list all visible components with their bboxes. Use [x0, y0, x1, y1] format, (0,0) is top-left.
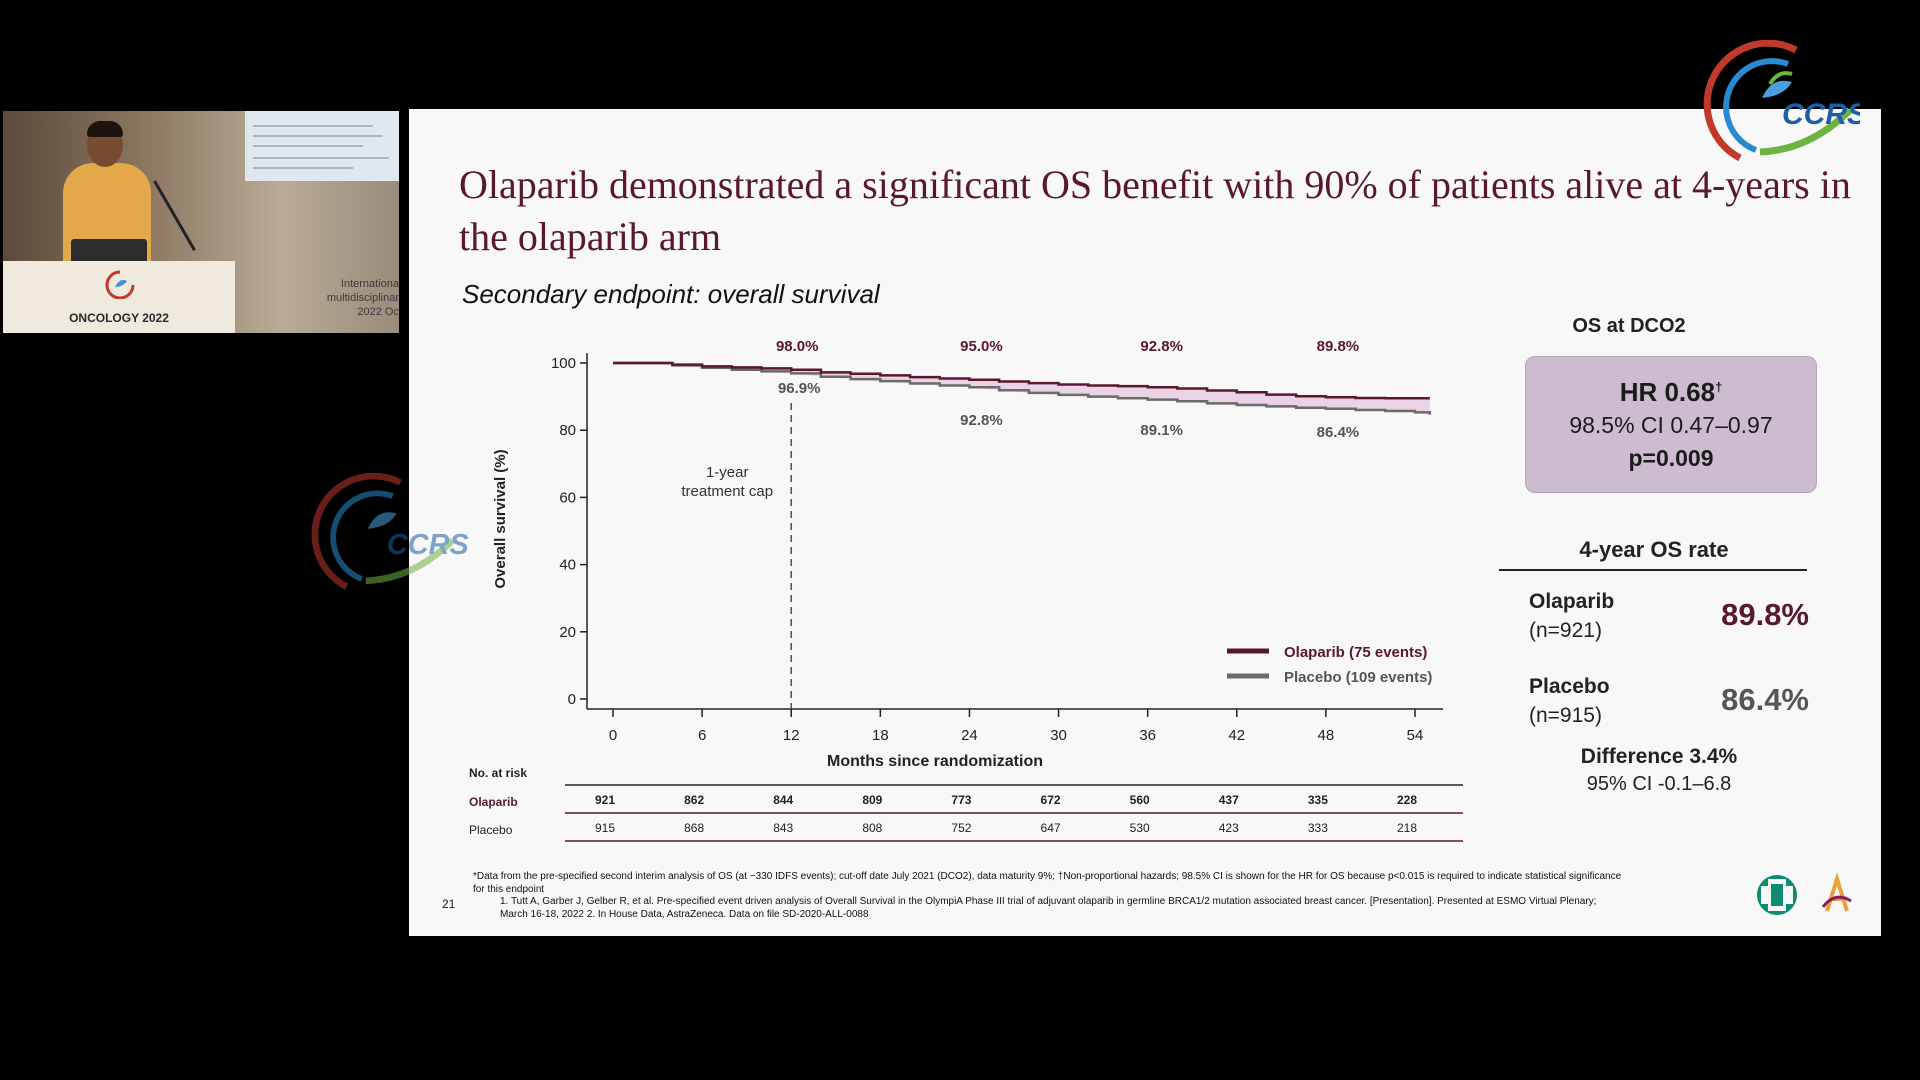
- difference-value: Difference 3.4%: [1580, 745, 1738, 768]
- page-number: 21: [442, 897, 456, 911]
- os-header: OS at DCO2: [1572, 315, 1686, 337]
- legend-olaparib-label: Olaparib (75 events): [1284, 644, 1427, 661]
- olaparib-curve: [613, 361, 1430, 400]
- risk-table-values: 921 862 844 809 773 672 560 437 335 228 915 868 843 8…: [595, 793, 1417, 835]
- risk-table-title: No. at risk: [469, 766, 527, 780]
- y-tick-label: 100: [551, 355, 576, 372]
- video-projection-screen: [245, 111, 399, 181]
- placebo-rate-annotation: 92.8%: [960, 412, 1003, 429]
- footnote-2: 1. Tutt A, Garber J, Gelber R, et al. Pr…: [500, 896, 1597, 920]
- svg-text:CCRS: CCRS: [1782, 98, 1860, 131]
- placebo-rate-annotation: 86.4%: [1317, 424, 1360, 441]
- risk-olaparib-cell: 921: [595, 793, 615, 807]
- rate-divider: [1499, 569, 1807, 571]
- hazard-ratio-box: HR 0.68† 98.5% CI 0.47–0.97 p=0.009: [1525, 356, 1817, 493]
- x-tick-label: 42: [1228, 727, 1245, 744]
- risk-olaparib-cell: 228: [1397, 793, 1417, 807]
- olaparib-arm-label: Olaparib (n=921): [1529, 590, 1615, 642]
- placebo-rate-annotation: 89.1%: [1140, 422, 1183, 439]
- x-tick-label: 12: [783, 727, 800, 744]
- risk-olaparib-cell: 560: [1130, 793, 1150, 807]
- svg-text:CCRS: CCRS: [387, 529, 469, 561]
- msd-logo-icon: [1757, 875, 1797, 915]
- treatment-cap-label-2: treatment cap: [681, 483, 773, 500]
- slide-title: Olaparib demonstrated a significant OS b…: [459, 162, 1851, 259]
- x-tick-label: 6: [698, 727, 706, 744]
- difference-block: Difference 3.4% 95% CI -0.1–6.8: [1529, 745, 1789, 796]
- risk-placebo-cell: 530: [1130, 821, 1150, 835]
- hazard-ratio: HR 0.68†: [1619, 377, 1723, 407]
- podium: ONCOLOGY 2022: [3, 261, 235, 333]
- podium-text: ONCOLOGY 2022: [69, 311, 169, 325]
- placebo-rate-annotation: 96.9%: [778, 380, 821, 397]
- hazard-ratio-dagger: †: [1715, 379, 1723, 395]
- curve-annotations: 98.0% 95.0% 92.8% 89.8% 96.9% 92.8% 89.1% 86.4%: [776, 338, 1359, 441]
- rate-header: 4-year OS rate: [1579, 537, 1729, 562]
- risk-placebo-cell: 808: [862, 821, 882, 835]
- olaparib-rate-annotation: 92.8%: [1140, 338, 1183, 355]
- x-tick-label: 24: [961, 727, 978, 744]
- risk-olaparib-cell: 773: [951, 793, 971, 807]
- sponsor-logos: [1757, 872, 1852, 915]
- risk-placebo-cell: 868: [684, 821, 704, 835]
- risk-placebo-cell: 752: [951, 821, 971, 835]
- risk-olaparib-cell: 437: [1219, 793, 1239, 807]
- astrazeneca-logo-icon: [1821, 872, 1852, 912]
- x-tick-label: 48: [1318, 727, 1335, 744]
- difference-ci: 95% CI -0.1–6.8: [1586, 773, 1732, 795]
- ccrs-watermark-icon: CCRS: [311, 473, 469, 590]
- slide: Olaparib demonstrated a significant OS b…: [409, 109, 1881, 936]
- footnotes: *Data from the pre-specified second inte…: [473, 871, 1623, 921]
- x-tick-label: 0: [609, 727, 617, 744]
- placebo-curve: [613, 361, 1432, 415]
- x-axis-label: Months since randomization: [827, 753, 1043, 770]
- hazard-ratio-ci: 98.5% CI 0.47–0.97: [1569, 412, 1773, 438]
- x-tick-label: 18: [872, 727, 889, 744]
- x-ticks: 0 6 12 18 24 30 36 42 48 54: [609, 709, 1424, 744]
- risk-placebo-cell: 218: [1397, 821, 1417, 835]
- placebo-arm-label: Placebo (n=915): [1529, 675, 1610, 727]
- y-axis-label: Overall survival (%): [492, 449, 509, 588]
- risk-olaparib-cell: 862: [684, 793, 704, 807]
- y-tick-label: 20: [559, 624, 576, 641]
- x-tick-label: 54: [1407, 727, 1424, 744]
- video-screen-text: Internationa multidisciplinar 2022 Oc: [326, 278, 399, 318]
- risk-olaparib-cell: 809: [862, 793, 882, 807]
- olaparib-rate-annotation: 89.8%: [1317, 338, 1360, 355]
- x-tick-label: 36: [1139, 727, 1156, 744]
- risk-olaparib-cell: 672: [1041, 793, 1061, 807]
- speaker-video: ONCOLOGY 2022 Internationa multidiscipli…: [3, 111, 399, 333]
- olaparib-rate: 89.8%: [1721, 597, 1809, 632]
- p-value: p=0.009: [1628, 445, 1714, 471]
- km-chart: 0 20 40 60 80 100 0 6 12 18 24 30 36 42 48 54 Overall …: [469, 338, 1463, 842]
- risk-row-label-placebo: Placebo: [469, 823, 513, 837]
- podium-logo-icon: [105, 270, 135, 299]
- treatment-cap-label-1: 1-year: [706, 464, 749, 481]
- y-tick-label: 40: [559, 557, 576, 574]
- risk-olaparib-cell: 844: [773, 793, 793, 807]
- y-tick-label: 60: [559, 489, 576, 506]
- x-tick-label: 30: [1050, 727, 1067, 744]
- risk-placebo-cell: 333: [1308, 821, 1328, 835]
- y-ticks: 0 20 40 60 80 100: [551, 355, 587, 708]
- risk-olaparib-cell: 335: [1308, 793, 1328, 807]
- legend-placebo-label: Placebo (109 events): [1284, 669, 1432, 686]
- y-tick-label: 0: [568, 691, 576, 708]
- placebo-rate: 86.4%: [1721, 682, 1809, 717]
- olaparib-rate-annotation: 95.0%: [960, 338, 1003, 355]
- risk-row-label-olaparib: Olaparib: [469, 795, 518, 809]
- risk-placebo-cell: 647: [1041, 821, 1061, 835]
- risk-placebo-cell: 915: [595, 821, 615, 835]
- footnote-1: *Data from the pre-specified second inte…: [473, 871, 1622, 895]
- ccrs-logo-icon: CCRS: [1703, 40, 1860, 162]
- risk-placebo-cell: 843: [773, 821, 793, 835]
- risk-placebo-cell: 423: [1219, 821, 1239, 835]
- slide-subtitle: Secondary endpoint: overall survival: [462, 279, 880, 309]
- laptop: [71, 239, 147, 263]
- olaparib-rate-annotation: 98.0%: [776, 338, 819, 355]
- y-tick-label: 80: [559, 422, 576, 439]
- curve-difference-fill: [613, 363, 1430, 415]
